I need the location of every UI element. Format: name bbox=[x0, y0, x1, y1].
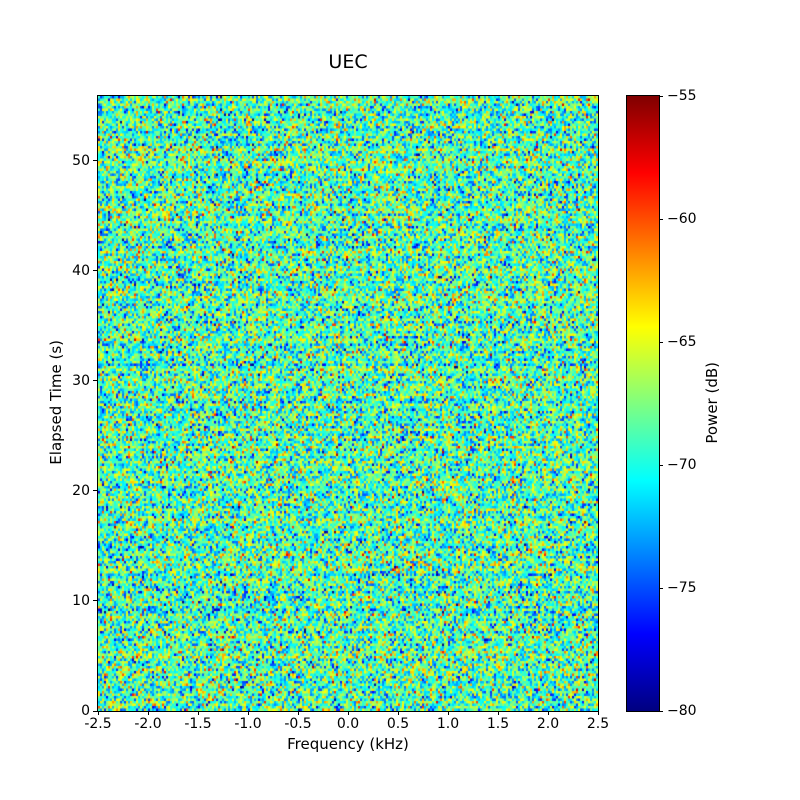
colorbar-label: Power (dB) bbox=[703, 361, 721, 444]
y-tick-mark bbox=[93, 600, 97, 602]
x-tick-label: 1.0 bbox=[436, 716, 460, 732]
colorbar-tick-mark bbox=[659, 710, 663, 712]
colorbar-tick-mark bbox=[659, 587, 663, 589]
y-tick-label: 0 bbox=[81, 703, 90, 719]
y-tick-mark bbox=[93, 160, 97, 162]
y-tick-mark bbox=[93, 710, 97, 712]
x-axis-label: Frequency (kHz) bbox=[287, 735, 409, 753]
x-tick-label: -1.5 bbox=[184, 716, 212, 732]
y-tick-mark bbox=[93, 380, 97, 382]
x-tick-label: 0.0 bbox=[336, 716, 360, 732]
y-tick-label: 10 bbox=[72, 592, 90, 609]
y-tick-label: 30 bbox=[72, 372, 90, 389]
colorbar-tick-mark bbox=[659, 464, 663, 466]
x-tick-label: -2.5 bbox=[84, 716, 112, 732]
x-tick-mark bbox=[347, 711, 349, 715]
x-tick-mark bbox=[197, 711, 199, 715]
x-tick-mark bbox=[247, 711, 249, 715]
x-tick-label: 1.5 bbox=[486, 716, 510, 732]
plot-title: UEC bbox=[328, 51, 368, 73]
spectrogram-heatmap bbox=[98, 96, 598, 711]
colorbar bbox=[626, 95, 660, 712]
x-tick-label: 0.5 bbox=[386, 716, 410, 732]
x-tick-mark bbox=[297, 711, 299, 715]
colorbar-gradient bbox=[627, 96, 659, 711]
x-tick-label: -2.0 bbox=[134, 716, 162, 732]
y-tick-label: 40 bbox=[72, 262, 90, 279]
x-tick-mark bbox=[97, 711, 99, 715]
y-axis-label-wrap: Elapsed Time (s) bbox=[46, 95, 66, 710]
x-tick-mark bbox=[497, 711, 499, 715]
y-tick-label: 50 bbox=[72, 152, 90, 169]
x-tick-mark bbox=[597, 711, 599, 715]
y-tick-mark bbox=[93, 490, 97, 492]
colorbar-label-wrap: Power (dB) bbox=[702, 95, 722, 710]
colorbar-tick-label: −80 bbox=[667, 703, 697, 719]
x-tick-mark bbox=[547, 711, 549, 715]
y-axis-label: Elapsed Time (s) bbox=[47, 340, 65, 465]
colorbar-tick-label: −70 bbox=[667, 457, 697, 473]
y-tick-label: 20 bbox=[72, 482, 90, 499]
x-tick-label: 2.5 bbox=[586, 716, 610, 732]
colorbar-tick-mark bbox=[659, 341, 663, 343]
colorbar-tick-mark bbox=[659, 95, 663, 97]
x-tick-label: -0.5 bbox=[284, 716, 312, 732]
x-tick-mark bbox=[147, 711, 149, 715]
x-tick-label: -1.0 bbox=[234, 716, 262, 732]
plot-area bbox=[97, 95, 599, 712]
x-tick-mark bbox=[397, 711, 399, 715]
colorbar-tick-label: −65 bbox=[667, 334, 697, 350]
colorbar-tick-label: −60 bbox=[667, 211, 697, 227]
x-tick-mark bbox=[447, 711, 449, 715]
y-tick-mark bbox=[93, 270, 97, 272]
colorbar-tick-label: −75 bbox=[667, 580, 697, 596]
x-tick-label: 2.0 bbox=[536, 716, 560, 732]
colorbar-tick-mark bbox=[659, 218, 663, 220]
colorbar-tick-label: −55 bbox=[667, 88, 697, 104]
